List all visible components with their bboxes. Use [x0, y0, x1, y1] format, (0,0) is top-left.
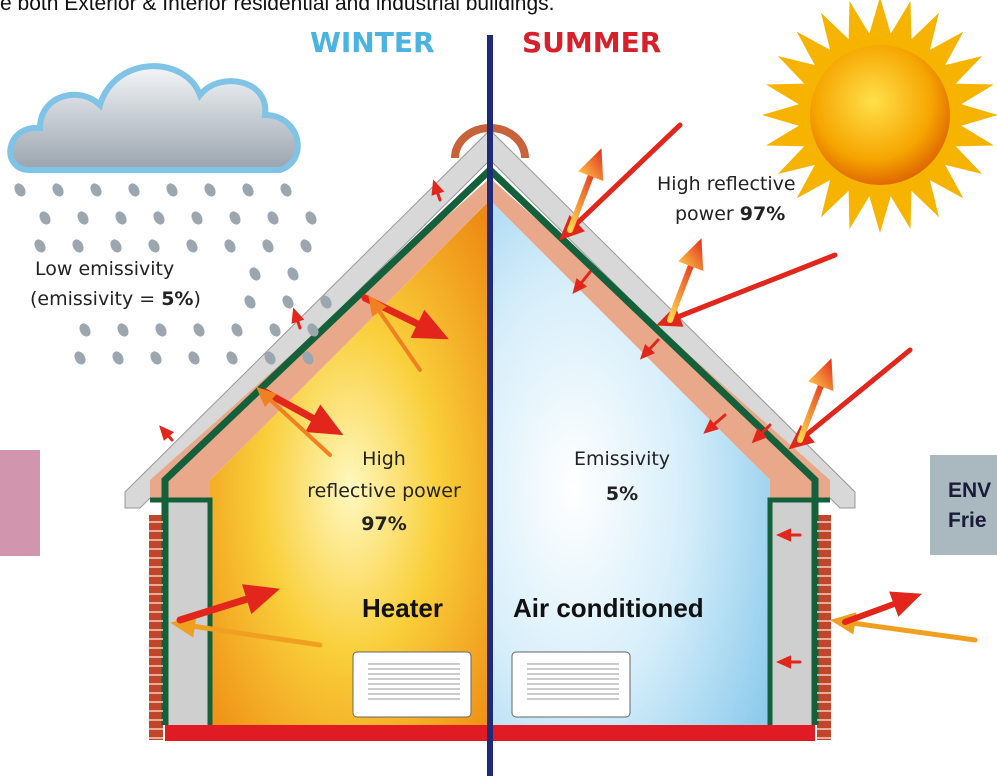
rain-drop [242, 293, 258, 310]
rain-drop [189, 209, 205, 226]
text: (emissivity = [30, 288, 161, 310]
rain-drop [146, 237, 162, 254]
low-emissivity: Low emissivity [35, 258, 174, 280]
rain-drop [126, 181, 142, 198]
rain-drop [110, 349, 126, 366]
summer-label: SUMMER [522, 26, 661, 59]
reflective-label: 97% [361, 513, 406, 535]
rain-drop [265, 209, 281, 226]
emissivity-label: 5% [606, 483, 638, 505]
rain-drop [72, 349, 88, 366]
rain-drop [191, 321, 207, 338]
reflective-label: power 97% [675, 203, 785, 225]
rain-drop [151, 209, 167, 226]
rain-drop [227, 209, 243, 226]
reflective-label: High [362, 448, 406, 470]
rain-drop [229, 321, 245, 338]
cloud [10, 66, 297, 170]
side-box-text: Frie [948, 509, 987, 532]
emissivity-label: Emissivity [574, 448, 670, 470]
low-emissivity: (emissivity = 5%) [30, 288, 201, 310]
rain-drop [50, 181, 66, 198]
room-label: Heater [362, 593, 443, 623]
winter-label: WINTER [310, 26, 435, 59]
rain-drop [115, 321, 131, 338]
rain-drop [153, 321, 169, 338]
arrow-head [889, 592, 922, 617]
rain-drop [75, 209, 91, 226]
rain-drop [278, 181, 294, 198]
page: e both Exterior & Interior residential a… [0, 0, 997, 776]
rain-drop [32, 237, 48, 254]
side-box-right [930, 455, 997, 555]
rain-drop [260, 237, 276, 254]
arrow-head [678, 238, 703, 271]
rain-drop [202, 181, 218, 198]
side-box-left [0, 450, 40, 556]
rain-drop [184, 237, 200, 254]
rain-drop [70, 237, 86, 254]
text: power [675, 203, 740, 225]
rain-drop [108, 237, 124, 254]
rain-drop [148, 349, 164, 366]
rain-drop [285, 265, 301, 282]
caption: e both Exterior & Interior residential a… [0, 0, 554, 15]
rain-drop [298, 237, 314, 254]
rain-drop [12, 181, 28, 198]
rain-drop [240, 181, 256, 198]
rain-drop [113, 209, 129, 226]
diagram: e both Exterior & Interior residential a… [0, 0, 997, 776]
rain-drop [164, 181, 180, 198]
text: 97% [740, 203, 785, 225]
text: 5% [161, 288, 193, 310]
room-label: Air conditioned [513, 593, 704, 623]
rain-drop [247, 265, 263, 282]
arrow-head [578, 148, 603, 181]
rain-drop [37, 209, 53, 226]
reflective-label: reflective power [307, 480, 461, 502]
rain-drop [267, 321, 283, 338]
side-box-text: ENV [948, 479, 991, 502]
arrow-head [808, 358, 833, 391]
rain-drop [77, 321, 93, 338]
rain-drop [88, 181, 104, 198]
rain-drop [303, 209, 319, 226]
arrow [845, 622, 975, 640]
reflective-label: High reflective [657, 173, 796, 195]
rain-drop [222, 237, 238, 254]
rain-drop [224, 349, 240, 366]
rain-drop [186, 349, 202, 366]
sun [810, 45, 950, 185]
text: ) [193, 288, 200, 310]
